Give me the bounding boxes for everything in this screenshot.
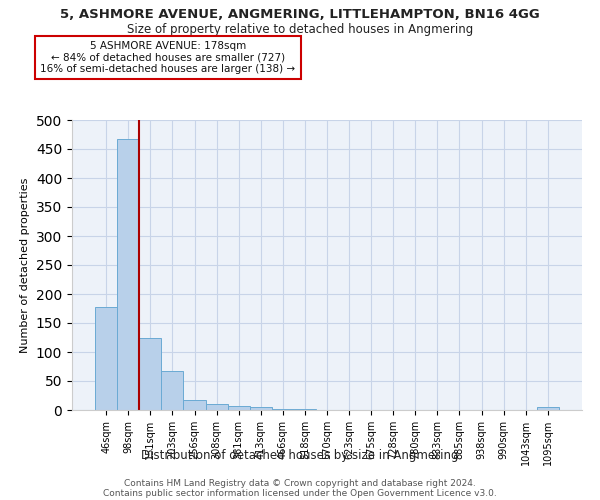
- Y-axis label: Number of detached properties: Number of detached properties: [20, 178, 31, 352]
- Bar: [139, 338, 161, 410]
- Bar: [537, 407, 559, 410]
- Bar: [227, 406, 250, 410]
- Text: 5, ASHMORE AVENUE, ANGMERING, LITTLEHAMPTON, BN16 4GG: 5, ASHMORE AVENUE, ANGMERING, LITTLEHAMP…: [60, 8, 540, 20]
- Text: Contains HM Land Registry data © Crown copyright and database right 2024.: Contains HM Land Registry data © Crown c…: [124, 478, 476, 488]
- Bar: [95, 307, 117, 410]
- Bar: [206, 404, 227, 410]
- Bar: [272, 409, 294, 410]
- Text: Distribution of detached houses by size in Angmering: Distribution of detached houses by size …: [141, 448, 459, 462]
- Bar: [184, 400, 206, 410]
- Text: Size of property relative to detached houses in Angmering: Size of property relative to detached ho…: [127, 22, 473, 36]
- Bar: [117, 138, 139, 410]
- Text: 5 ASHMORE AVENUE: 178sqm
← 84% of detached houses are smaller (727)
16% of semi-: 5 ASHMORE AVENUE: 178sqm ← 84% of detach…: [40, 41, 296, 74]
- Bar: [250, 407, 272, 410]
- Text: Contains public sector information licensed under the Open Government Licence v3: Contains public sector information licen…: [103, 488, 497, 498]
- Bar: [161, 370, 184, 410]
